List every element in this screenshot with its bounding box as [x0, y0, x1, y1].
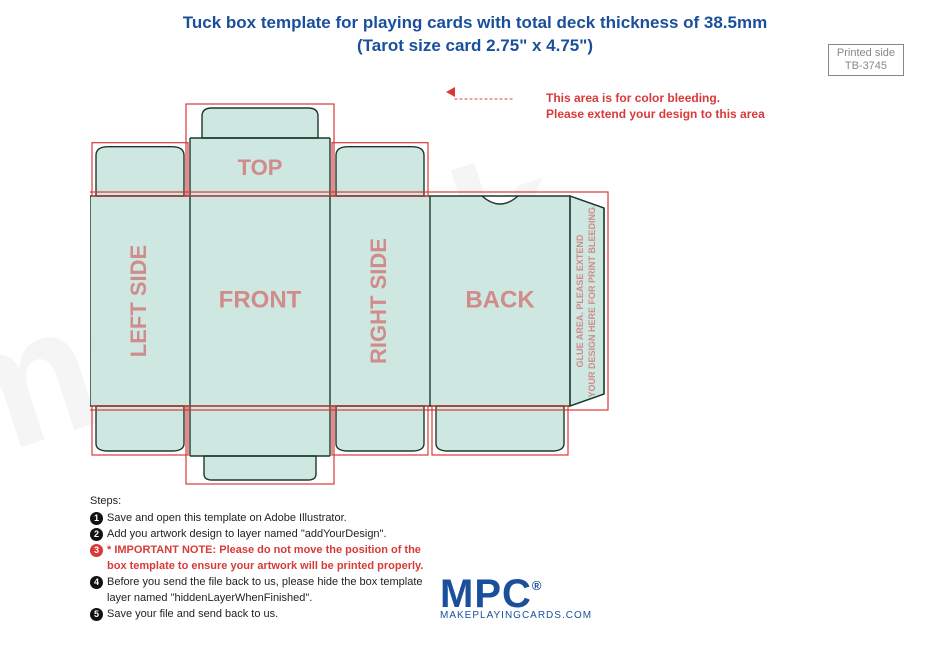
step-number-badge: 5 [90, 608, 103, 621]
title-line-1: Tuck box template for playing cards with… [0, 12, 950, 35]
logo-area: MPC® MAKEPLAYINGCARDS.COM [440, 576, 592, 621]
step-number-badge: 4 [90, 576, 103, 589]
printed-side-box: Printed side TB-3745 [828, 44, 904, 76]
logo-subtext: MAKEPLAYINGCARDS.COM [440, 610, 592, 621]
registered-icon: ® [532, 578, 543, 593]
printed-side-label: Printed side [837, 47, 895, 60]
steps-title: Steps: [90, 494, 427, 510]
logo-text: MPC® [440, 576, 592, 612]
panel-label-front: FRONT [219, 286, 302, 313]
title-line-2: (Tarot size card 2.75" x 4.75") [0, 35, 950, 58]
panel-label-top: TOP [238, 155, 283, 180]
glue-text-line-1: GLUE AREA. PLEASE EXTEND [575, 234, 585, 367]
title-area: Tuck box template for playing cards with… [0, 0, 950, 58]
panel-label-left-side: LEFT SIDE [126, 245, 151, 357]
step-text: Save and open this template on Adobe Ill… [107, 511, 347, 527]
step-row: 4 Before you send the file back to us, pl… [90, 575, 427, 607]
step-text: * IMPORTANT NOTE: Please do not move the… [107, 543, 427, 575]
step-text: Before you send the file back to us, ple… [107, 575, 427, 607]
step-row: 1 Save and open this template on Adobe Il… [90, 511, 427, 527]
step-row: 5 Save your file and send back to us. [90, 607, 427, 623]
step-number-badge: 2 [90, 528, 103, 541]
glue-text-line-2: YOUR DESIGN HERE FOR PRINT BLEEDING. [587, 204, 597, 397]
panel-label-right-side: RIGHT SIDE [366, 238, 391, 364]
panel-label-back: BACK [465, 286, 535, 313]
step-row: 2 Add you artwork design to layer named "… [90, 527, 427, 543]
step-number-badge: 3 [90, 544, 103, 557]
step-row: 3 * IMPORTANT NOTE: Please do not move th… [90, 543, 427, 575]
step-text: Add you artwork design to layer named "a… [107, 527, 387, 543]
steps-section: Steps: 1 Save and open this template on A… [90, 494, 427, 624]
step-number-badge: 1 [90, 512, 103, 525]
step-text: Save your file and send back to us. [107, 607, 278, 623]
printed-side-code: TB-3745 [837, 60, 895, 73]
tuckbox-template-diagram: LEFT SIDE FRONT RIGHT SIDE BACK TOP GLUE AREA… [90, 74, 860, 514]
